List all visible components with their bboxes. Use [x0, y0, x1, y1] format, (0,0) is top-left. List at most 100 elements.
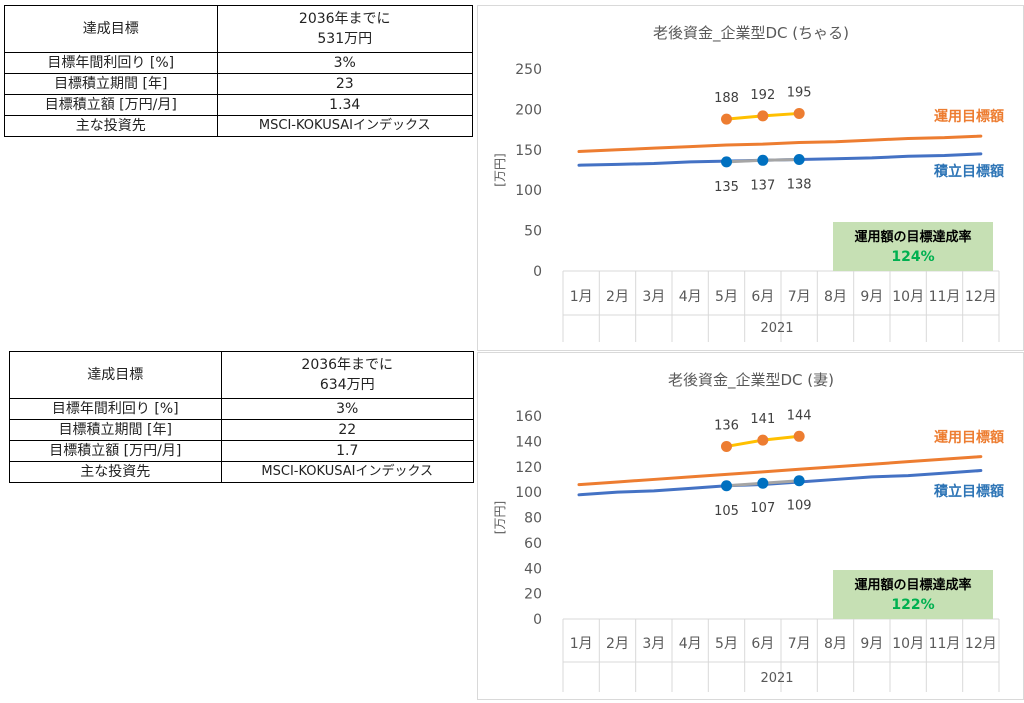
data-point	[757, 477, 769, 489]
series-line	[577, 455, 983, 487]
data-label: 195	[787, 85, 812, 100]
series-line	[577, 134, 983, 154]
x-tick-label: 4月	[679, 636, 702, 652]
row-value: 22	[220, 419, 474, 441]
table-row: 目標年間利回り [%] 3%	[4, 52, 473, 74]
row-label: 目標年間利回り [%]	[9, 398, 222, 420]
achievement-rate-box	[833, 570, 993, 619]
target-label: 達成目標	[4, 5, 218, 53]
y-tick-label: 200	[515, 102, 542, 118]
series-label: 運用目標額	[934, 429, 1004, 446]
row-value: 23	[216, 73, 473, 95]
row-label: 目標年間利回り [%]	[4, 52, 218, 74]
y-tick-label: 120	[515, 460, 542, 476]
achievement-rate-value: 124%	[891, 249, 934, 265]
achievement-rate-box	[833, 222, 993, 271]
x-tick-label: 1月	[570, 636, 593, 652]
data-point	[793, 153, 805, 165]
x-tick-label: 12月	[965, 289, 997, 305]
x-tick-label: 7月	[788, 289, 811, 305]
data-point	[793, 475, 805, 487]
target-value: 2036年までに 634万円	[220, 351, 474, 399]
x-tick-label: 11月	[929, 636, 961, 652]
chart-1: 老後資金_企業型DC (ちゃる) [万円] 0 50 100 150 200 250 1月 2月 3…	[493, 24, 1004, 342]
row-value: 3%	[220, 398, 474, 420]
achievement-rate-value: 122%	[891, 597, 934, 613]
row-value: MSCI-KOKUSAIインデックス	[216, 115, 473, 137]
row-value: 1.7	[220, 440, 474, 462]
row-label: 目標積立期間 [年]	[9, 419, 222, 441]
x-tick-label: 10月	[892, 289, 924, 305]
table-row: 主な投資先 MSCI-KOKUSAIインデックス	[4, 115, 473, 137]
x-axis-label: 2021	[760, 671, 793, 686]
x-tick-label: 12月	[965, 636, 997, 652]
y-tick-label: 80	[524, 511, 542, 527]
row-value: 1.34	[216, 94, 473, 116]
table-row: 目標年間利回り [%] 3%	[9, 398, 474, 420]
y-axis-label: [万円]	[493, 501, 507, 534]
chart-title: 老後資金_企業型DC (妻)	[668, 371, 834, 390]
chart-canvas: 老後資金_企業型DC (ちゃる) [万円] 0 50 100 150 200 250 1月 2月 3…	[493, 24, 1004, 342]
data-point	[757, 434, 769, 446]
x-tick-label: 9月	[860, 636, 883, 652]
table-row: 主な投資先 MSCI-KOKUSAIインデックス	[9, 461, 474, 483]
target-row: 達成目標 2036年までに 531万円	[4, 5, 473, 53]
x-tick-label: 4月	[679, 289, 702, 305]
target-label: 達成目標	[9, 351, 222, 399]
x-tick-label: 5月	[715, 289, 738, 305]
table-row: 目標積立額 [万円/月] 1.7	[9, 440, 474, 462]
series-label: 積立目標額	[933, 483, 1004, 500]
data-label: 136	[714, 418, 739, 433]
data-point	[721, 480, 732, 492]
data-label: 135	[714, 180, 739, 195]
data-label: 137	[750, 178, 775, 193]
target-value-line2: 531万円	[317, 31, 373, 47]
row-value: 3%	[216, 52, 473, 74]
y-tick-label: 50	[524, 224, 542, 240]
data-label: 192	[750, 88, 775, 103]
chart-panel-1: 老後資金_企業型DC (ちゃる) [万円] 0 50 100 150 200 250 1月 2月 3…	[477, 5, 1024, 351]
target-value-line2: 634万円	[319, 377, 375, 393]
x-tick-label: 8月	[824, 289, 847, 305]
table-row: 目標積立額 [万円/月] 1.34	[4, 94, 473, 116]
target-value-line1: 2036年までに	[298, 11, 391, 27]
series-label: 積立目標額	[933, 163, 1004, 180]
data-label: 141	[750, 412, 775, 427]
series-label: 運用目標額	[934, 108, 1004, 125]
data-point	[757, 154, 769, 166]
data-point	[721, 156, 732, 168]
chart-2: 老後資金_企業型DC (妻) [万円] 0 20 40 60 80 100 120 140 160 1…	[493, 371, 1004, 692]
row-label: 主な投資先	[4, 115, 218, 137]
target-value: 2036年までに 531万円	[216, 5, 473, 53]
y-tick-label: 250	[515, 62, 542, 78]
data-point	[721, 440, 732, 452]
x-tick-label: 8月	[824, 636, 847, 652]
row-label: 主な投資先	[9, 461, 222, 483]
goal-table-1: 達成目標 2036年までに 531万円 目標年間利回り [%] 3% 目標積立期…	[4, 5, 473, 137]
data-point	[721, 113, 732, 125]
row-label: 目標積立期間 [年]	[4, 73, 218, 95]
y-tick-label: 20	[524, 587, 542, 603]
y-tick-label: 60	[524, 536, 542, 552]
x-tick-label: 6月	[751, 636, 774, 652]
y-tick-label: 0	[533, 264, 542, 280]
data-label: 138	[787, 177, 812, 192]
y-tick-label: 160	[515, 409, 542, 425]
x-tick-label: 2月	[606, 636, 629, 652]
chart-title: 老後資金_企業型DC (ちゃる)	[653, 24, 849, 43]
y-tick-label: 140	[515, 434, 542, 450]
x-tick-label: 9月	[860, 289, 883, 305]
x-tick-label: 3月	[642, 636, 665, 652]
target-value-line1: 2036年までに	[301, 357, 394, 373]
data-label: 144	[787, 408, 812, 423]
data-point	[757, 110, 769, 122]
goal-table-2: 達成目標 2036年までに 634万円 目標年間利回り [%] 3% 目標積立期…	[9, 351, 474, 483]
achievement-rate-title: 運用額の目標達成率	[854, 577, 971, 593]
data-point	[793, 430, 805, 442]
data-label: 109	[787, 499, 812, 514]
data-label: 188	[714, 91, 739, 106]
x-tick-label: 7月	[788, 636, 811, 652]
row-label: 目標積立額 [万円/月]	[9, 440, 222, 462]
y-tick-label: 100	[515, 183, 542, 199]
chart-panel-2: 老後資金_企業型DC (妻) [万円] 0 20 40 60 80 100 120 140 160 1…	[477, 352, 1024, 700]
